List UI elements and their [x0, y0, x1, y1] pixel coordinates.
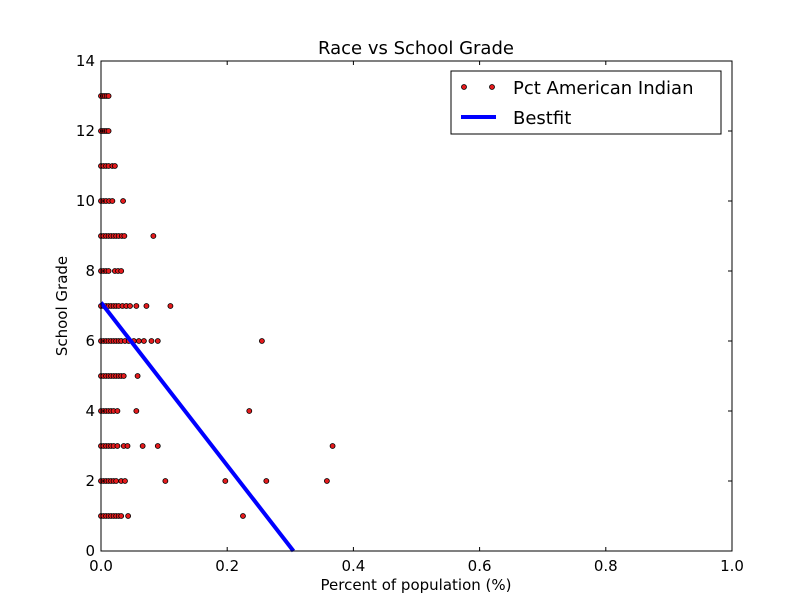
scatter-point-90 [133, 408, 140, 414]
x-tick-label-6: 1.0 [720, 557, 744, 575]
bestfit-line [99, 301, 296, 553]
scatter-point-53 [143, 303, 150, 309]
scatter-point-51 [127, 303, 133, 309]
x-tick-label-2: 0.2 [215, 557, 239, 575]
scatter-point-69 [148, 338, 155, 344]
scatter-point-113 [162, 478, 169, 484]
scatter-point-116 [323, 478, 330, 484]
scatter-point-54 [167, 303, 174, 309]
scatter-point-100 [124, 443, 131, 449]
legend-marker-point-2 [489, 84, 495, 90]
scatter-point-71 [258, 338, 265, 344]
scatter-point-40 [118, 268, 125, 274]
scatter-point-37 [105, 268, 112, 274]
scatter-point-98 [114, 443, 121, 449]
legend-box [450, 70, 722, 135]
ticks-layer: 0.0 0.2 0.4 0.6 0.8 1.0 0 2 4 6 8 10 12 14 [76, 52, 744, 575]
x-tick-label-5: 0.8 [594, 557, 618, 575]
scatter-point-70 [154, 338, 161, 344]
scatter-point-67 [135, 338, 142, 344]
scatter-point-5 [105, 93, 112, 99]
y-tick-label-7: 12 [76, 122, 95, 140]
y-tick-label-4: 6 [85, 332, 95, 350]
scatter-point-125 [118, 513, 125, 519]
y-axis-label: School Grade [53, 256, 71, 356]
x-axis-label: Percent of population (%) [321, 576, 512, 594]
y-tick-label-8: 14 [76, 52, 95, 70]
y-tick-label-2: 2 [85, 472, 95, 490]
scatter-point-33 [150, 233, 157, 239]
legend-label-bestfit: Bestfit [513, 108, 571, 129]
scatter-point-115 [263, 478, 270, 484]
scatter-point-68 [141, 338, 147, 344]
x-tick-label-3: 0.4 [341, 557, 365, 575]
scatter-point-52 [133, 303, 140, 309]
scatter-point-82 [134, 373, 141, 379]
scatter-point-22 [120, 198, 126, 204]
scatter-point-81 [120, 373, 127, 379]
chart-title: Race vs School Grade [318, 38, 514, 59]
legend: Pct American Indian Bestfit [450, 70, 722, 135]
scatter-point-10 [105, 128, 112, 134]
y-tick-label-1: 0 [85, 542, 95, 560]
plot-frame [100, 60, 733, 552]
x-tick-label-4: 0.6 [468, 557, 492, 575]
scatter-point-89 [114, 408, 121, 414]
scatter-point-101 [139, 443, 146, 449]
plot-layer [98, 93, 336, 553]
scatter-point-32 [121, 233, 128, 239]
scatter-point-126 [125, 513, 132, 519]
y-tick-label-5: 8 [85, 262, 95, 280]
scatter-point-127 [240, 513, 246, 519]
scatter-point-102 [154, 443, 161, 449]
scatter-point-114 [222, 478, 229, 484]
legend-marker-point-1 [461, 84, 467, 90]
scatter-point-21 [109, 198, 116, 204]
scatter-point-112 [122, 478, 128, 484]
x-tick-label-1: 0.0 [89, 557, 113, 575]
legend-label-pct-american-indian: Pct American Indian [513, 78, 694, 99]
scatter-point-91 [246, 408, 253, 414]
y-tick-label-3: 4 [85, 402, 95, 420]
scatter-point-16 [111, 163, 118, 169]
scatter-point-103 [329, 443, 336, 449]
scatter-point-110 [113, 478, 120, 484]
y-tick-label-6: 10 [76, 192, 95, 210]
